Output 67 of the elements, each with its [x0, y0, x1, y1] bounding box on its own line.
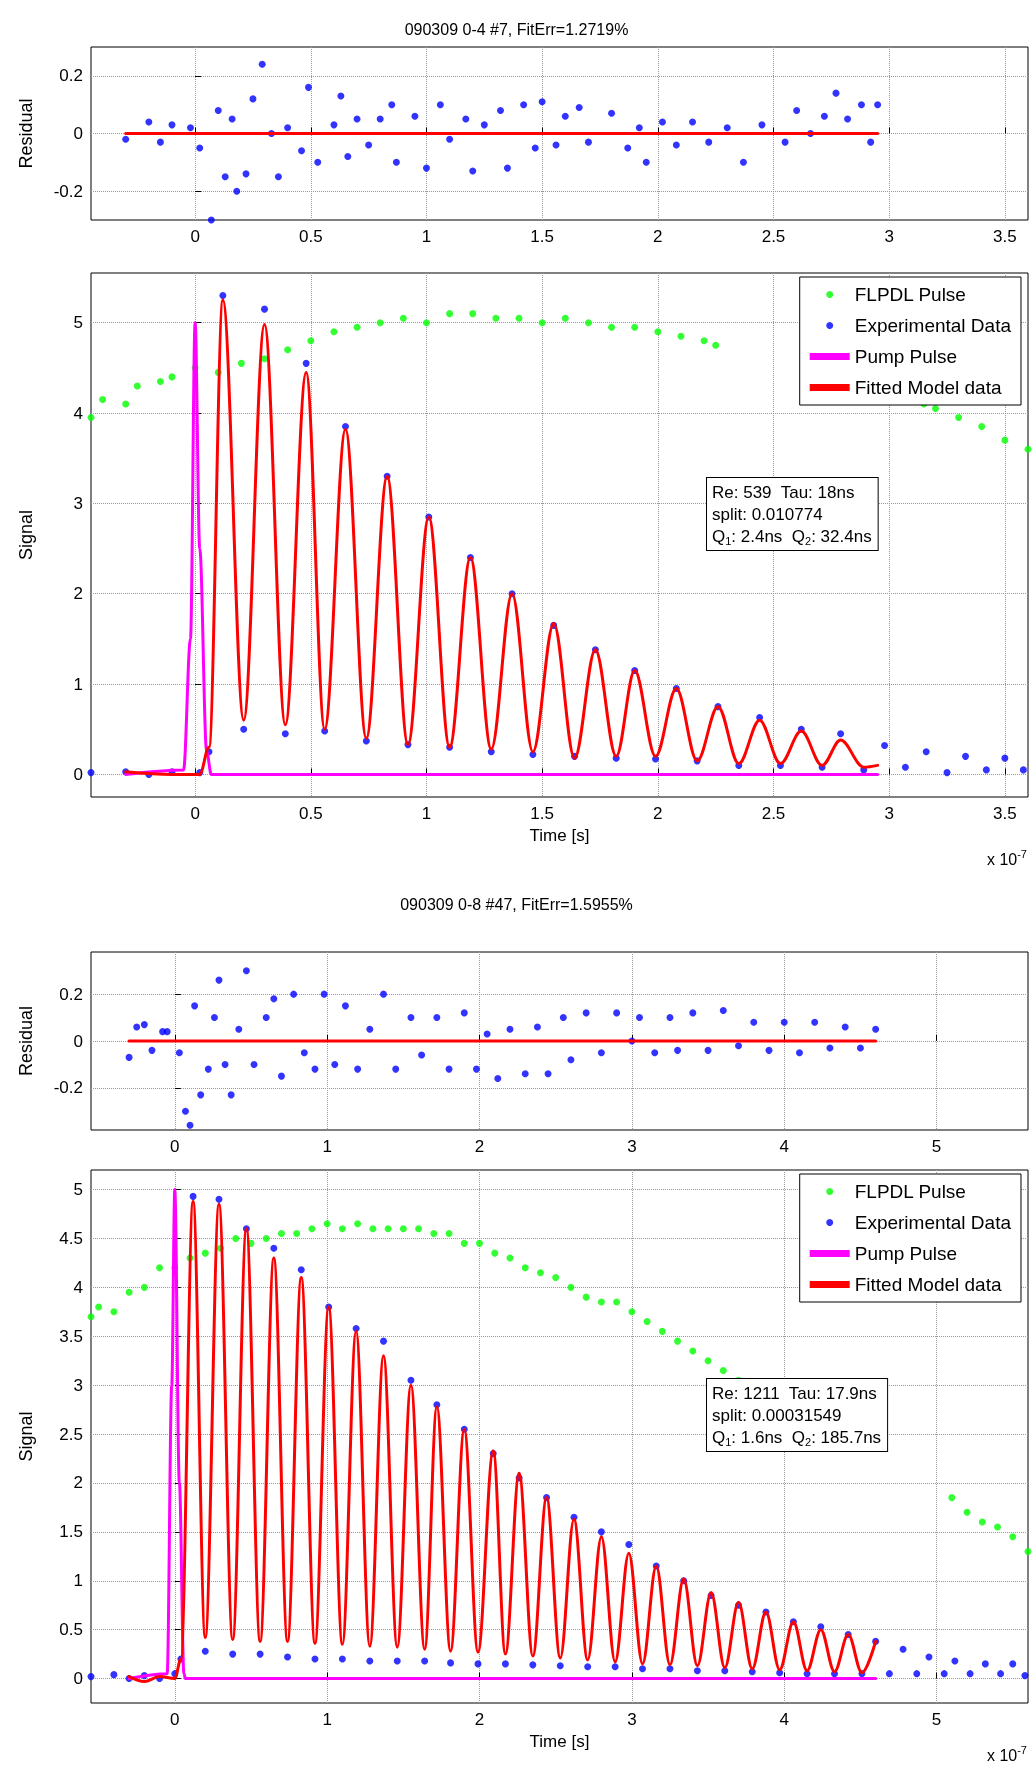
y-tick-label: 0.5	[59, 1620, 83, 1640]
y-tick-label: 5	[73, 1180, 83, 1200]
x-tick-label: 3	[884, 227, 894, 246]
y-axis-title: Signal	[16, 1411, 36, 1462]
x-tick-label: 3	[884, 804, 894, 823]
legend-label: FLPDL Pulse	[854, 1181, 966, 1202]
y-axis-title: Residual	[16, 1005, 36, 1077]
x-axis-title: Time [s]	[529, 826, 590, 845]
y-tick-label: 4	[73, 403, 83, 423]
y-tick-label: 1.5	[59, 1522, 83, 1542]
y-tick-label: 0	[73, 1669, 83, 1689]
y-tick-label: 2	[73, 1473, 83, 1493]
y-tick-label: 0	[73, 1031, 83, 1051]
legend-label: Experimental Data	[854, 1212, 1012, 1233]
y-tick-label: 2.5	[59, 1424, 83, 1444]
x-tick-label: 5	[931, 1137, 942, 1156]
x-tick-label: 2.5	[761, 227, 786, 246]
x-tick-label: 0	[170, 1710, 180, 1729]
y-tick-label: 0	[73, 124, 83, 143]
x-tick-label: 1.5	[530, 804, 554, 823]
x-tick-label: 2	[474, 1710, 485, 1729]
y-tick-label: 3	[73, 1375, 83, 1395]
x-tick-label: 5	[931, 1710, 942, 1729]
x-tick-label: 3.5	[993, 804, 1017, 823]
x-tick-label: 0.5	[298, 804, 323, 823]
y-tick-label: 0.2	[59, 66, 83, 86]
y-tick-label: 1	[73, 674, 83, 694]
x-tick-label: 3	[627, 1710, 637, 1729]
legend-label: Experimental Data	[854, 315, 1012, 336]
chart-title: 090309 0-8 #47, FitErr=1.5955%	[400, 895, 633, 913]
y-tick-label: 3.5	[59, 1326, 83, 1346]
chart-title: 090309 0-4 #7, FitErr=1.2719%	[404, 20, 629, 38]
x-tick-label: 3.5	[993, 227, 1017, 246]
x-tick-label: 0.5	[298, 227, 323, 246]
y-tick-label: 0.2	[59, 984, 83, 1004]
x-tick-label: 4	[779, 1710, 789, 1729]
y-tick-label: 4.5	[59, 1228, 83, 1248]
x-axis-title: Time [s]	[529, 1732, 590, 1751]
legend-label: Fitted Model data	[854, 377, 1002, 398]
x-tick-label: 2	[653, 227, 663, 246]
x-tick-label: 1	[322, 1137, 332, 1156]
y-tick-label: 2	[73, 584, 83, 604]
y-tick-label: -0.2	[53, 1078, 83, 1098]
x-tick-label: 2	[653, 804, 663, 823]
legend-label: Pump Pulse	[854, 346, 958, 367]
legend-label: Pump Pulse	[854, 1243, 958, 1264]
x-tick-label: 4	[779, 1137, 789, 1156]
y-axis-title: Signal	[16, 509, 36, 561]
x-tick-label: 2.5	[761, 804, 786, 823]
x-tick-label: 1	[322, 1710, 332, 1729]
legend-label: FLPDL Pulse	[854, 284, 966, 305]
y-tick-label: 5	[73, 313, 83, 333]
legend-label: Fitted Model data	[854, 1274, 1002, 1295]
y-tick-label: 0	[73, 764, 83, 784]
y-tick-label: -0.2	[53, 181, 83, 201]
x-tick-label: 0	[170, 1137, 180, 1156]
x-tick-label: 0	[190, 227, 200, 246]
y-tick-label: 1	[73, 1571, 83, 1591]
x-tick-label: 2	[474, 1137, 485, 1156]
x-tick-label: 1	[421, 804, 432, 823]
y-tick-label: 4	[73, 1277, 83, 1297]
x-tick-label: 3	[627, 1137, 637, 1156]
x-tick-label: 1.5	[530, 227, 554, 246]
y-tick-label: 3	[73, 493, 83, 513]
x-tick-label: 1	[421, 227, 432, 246]
y-axis-title: Residual	[16, 98, 36, 169]
x-tick-label: 0	[190, 804, 200, 823]
